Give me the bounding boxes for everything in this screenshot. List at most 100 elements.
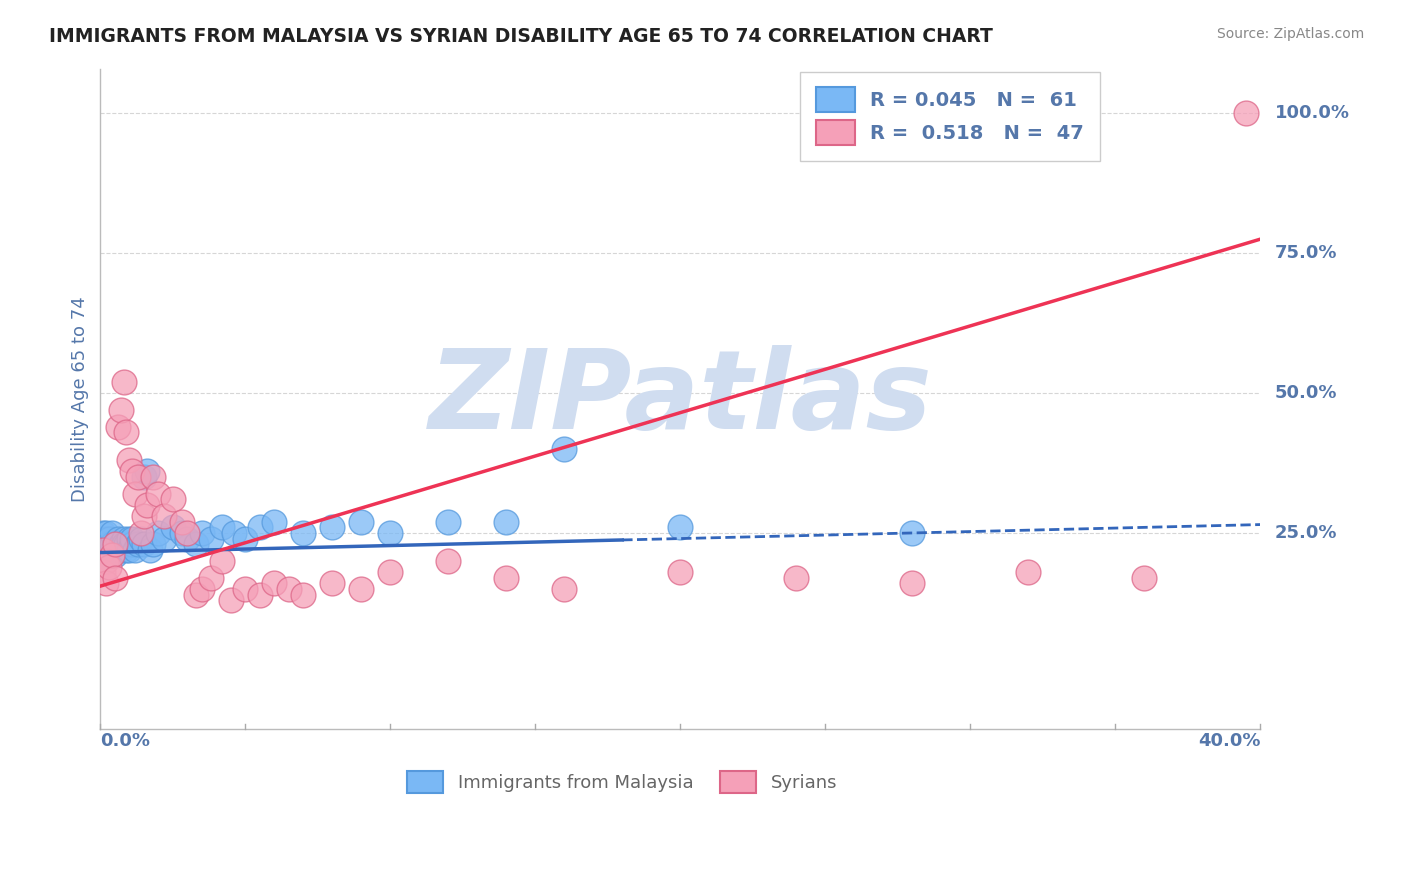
Point (112, 537, 135, 551)
Point (115, 425, 138, 440)
Text: ZIPatlas: ZIPatlas (429, 345, 932, 452)
Point (94, 537, 117, 551)
Point (901, 525, 924, 540)
Point (200, 532, 222, 546)
Point (104, 537, 127, 551)
Point (553, 442, 575, 456)
Point (101, 537, 124, 551)
Point (233, 532, 256, 546)
Point (98, 559, 121, 574)
Point (263, 515, 285, 529)
Point (118, 453, 141, 467)
Point (211, 520, 233, 534)
Point (94, 554, 117, 568)
Point (115, 542, 138, 557)
Point (200, 571, 222, 585)
Point (94, 525, 117, 540)
Point (170, 515, 193, 529)
Point (495, 571, 517, 585)
Point (94, 532, 117, 546)
Text: Source: ZipAtlas.com: Source: ZipAtlas.com (1216, 27, 1364, 41)
Point (112, 375, 135, 389)
Point (292, 525, 315, 540)
Point (901, 576, 924, 591)
Point (91, 554, 114, 568)
Point (121, 532, 143, 546)
Point (91, 542, 114, 557)
Point (176, 525, 198, 540)
Point (1017, 565, 1039, 579)
Point (249, 587, 271, 601)
Point (118, 542, 141, 557)
Point (263, 576, 285, 591)
Point (91, 565, 114, 579)
Point (184, 587, 207, 601)
Point (141, 470, 163, 484)
Point (135, 464, 157, 478)
Point (669, 565, 692, 579)
Point (124, 487, 146, 501)
Point (380, 525, 402, 540)
Point (292, 587, 315, 601)
Point (138, 542, 160, 557)
Point (191, 525, 214, 540)
Point (91, 525, 114, 540)
Point (98, 532, 121, 546)
Point (107, 419, 129, 434)
Point (350, 515, 373, 529)
Point (129, 532, 152, 546)
Point (1234, 106, 1257, 120)
Text: 50.0%: 50.0% (1275, 384, 1337, 402)
Point (132, 509, 155, 524)
Point (785, 571, 807, 585)
Point (495, 515, 517, 529)
Point (176, 532, 198, 546)
Point (162, 520, 184, 534)
Point (153, 509, 176, 524)
Point (110, 402, 132, 417)
Point (219, 593, 242, 607)
Point (222, 525, 245, 540)
Point (669, 520, 692, 534)
Point (91, 532, 114, 546)
Point (233, 582, 256, 596)
Point (115, 537, 138, 551)
Point (553, 582, 575, 596)
Point (121, 464, 143, 478)
Point (132, 537, 155, 551)
Point (350, 582, 373, 596)
Point (211, 554, 233, 568)
Point (437, 515, 460, 529)
Point (191, 582, 214, 596)
Point (101, 549, 124, 563)
Point (249, 520, 271, 534)
Y-axis label: Disability Age 65 to 74: Disability Age 65 to 74 (72, 296, 89, 501)
Point (437, 554, 460, 568)
Point (184, 537, 207, 551)
Point (110, 537, 132, 551)
Point (104, 537, 127, 551)
Point (98, 549, 121, 563)
Point (153, 532, 176, 546)
Point (170, 525, 193, 540)
Point (110, 542, 132, 557)
Legend: Immigrants from Malaysia, Syrians: Immigrants from Malaysia, Syrians (398, 763, 846, 802)
Point (162, 492, 184, 507)
Text: 40.0%: 40.0% (1198, 731, 1260, 749)
Point (104, 542, 127, 557)
Point (1133, 571, 1156, 585)
Point (380, 565, 402, 579)
Point (91, 542, 114, 557)
Point (101, 525, 124, 540)
Point (98, 537, 121, 551)
Point (107, 542, 129, 557)
Point (277, 582, 299, 596)
Point (141, 537, 163, 551)
Point (127, 537, 149, 551)
Point (112, 532, 135, 546)
Point (104, 571, 127, 585)
Point (132, 470, 155, 484)
Point (118, 532, 141, 546)
Point (135, 498, 157, 512)
Point (121, 537, 143, 551)
